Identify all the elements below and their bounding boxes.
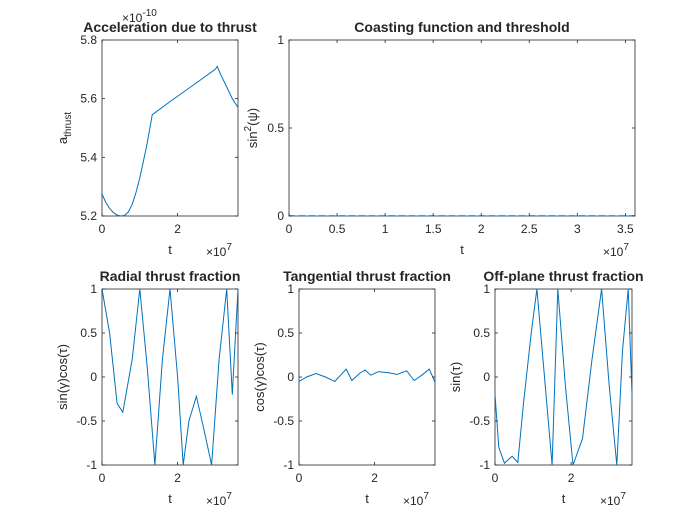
x-tick-label-p2: 3.5 bbox=[617, 222, 634, 236]
x-tick-label-p5: 2 bbox=[568, 471, 575, 485]
x-axis-label-p3: t bbox=[168, 491, 172, 506]
x-exponent-power-p2: 7 bbox=[623, 242, 629, 253]
y-axis-label-p4: cos(γ)cos(τ) bbox=[252, 342, 267, 411]
y-tick-label-p4: 0.5 bbox=[277, 326, 294, 340]
x-tick-label-p2: 0.5 bbox=[329, 222, 346, 236]
y-tick-label-p2: 0.5 bbox=[267, 121, 284, 135]
y-tick-label-p4: -1 bbox=[283, 458, 294, 472]
series-line-p4-0 bbox=[298, 368, 436, 383]
y-tick-label-p3: -1 bbox=[86, 458, 97, 472]
x-exponent-power-p5: 7 bbox=[620, 491, 626, 502]
y-tick-label-p5: -0.5 bbox=[469, 414, 490, 428]
chart-title-p2: Coasting function and threshold bbox=[354, 19, 569, 35]
y-tick-label-p5: -1 bbox=[479, 458, 490, 472]
x-tick-label-p1: 2 bbox=[174, 222, 181, 236]
y-tick-label-p1: 5.8 bbox=[80, 33, 97, 47]
x-tick-label-p1: 0 bbox=[99, 222, 106, 236]
x-axis-label-p4: t bbox=[365, 491, 369, 506]
y-axis-label-sub-p1: thrust bbox=[63, 112, 74, 137]
x-exponent-p2: ×107 bbox=[603, 242, 629, 259]
chart-title-p4: Tangential thrust fraction bbox=[283, 268, 451, 284]
x-axis-label-p5: t bbox=[562, 491, 566, 506]
plot-area-p4 bbox=[298, 288, 436, 466]
y-tick-label-p3: 1 bbox=[90, 282, 97, 296]
y-tick-label-p4: -0.5 bbox=[273, 414, 294, 428]
x-axis-label-p1: t bbox=[168, 242, 172, 257]
x-exponent-p3: ×107 bbox=[206, 491, 232, 508]
y-tick-label-p2: 0 bbox=[277, 209, 284, 223]
x-exponent-power-p1: 7 bbox=[226, 242, 232, 253]
series-line-p5-0 bbox=[494, 288, 633, 466]
x-exponent-p4: ×107 bbox=[403, 491, 429, 508]
y-tick-label-p1: 5.2 bbox=[80, 209, 97, 223]
y-axis-label-p2: sin2(ψ) bbox=[243, 108, 260, 148]
y-tick-label-p3: 0 bbox=[90, 370, 97, 384]
x-tick-label-p3: 0 bbox=[99, 471, 106, 485]
y-tick-label-p3: -0.5 bbox=[76, 414, 97, 428]
y-tick-label-p3: 0.5 bbox=[80, 326, 97, 340]
chart-title-p1: Acceleration due to thrust bbox=[83, 19, 257, 35]
plot-area-p5 bbox=[494, 288, 633, 466]
y-axis-label-p5: sin(τ) bbox=[448, 362, 463, 392]
x-tick-label-p2: 0 bbox=[286, 222, 293, 236]
x-tick-label-p2: 1 bbox=[382, 222, 389, 236]
x-tick-label-p2: 3 bbox=[574, 222, 581, 236]
plot-area-p2 bbox=[288, 39, 636, 217]
x-axis-label-p2: t bbox=[460, 242, 464, 257]
chart-title-p5: Off-plane thrust fraction bbox=[483, 268, 643, 284]
x-exponent-p1: ×107 bbox=[206, 242, 232, 259]
y-tick-label-p5: 0.5 bbox=[473, 326, 490, 340]
x-tick-label-p4: 2 bbox=[371, 471, 378, 485]
y-axis-label-p3: sin(γ)cos(τ) bbox=[55, 344, 70, 410]
x-exponent-power-p3: 7 bbox=[226, 491, 232, 502]
subplot-p2: 0 0.5 1 1.5 2 2.5 3 3.5 0 0.5 1 Coasting function a… bbox=[243, 19, 636, 259]
x-tick-label-p2: 2 bbox=[478, 222, 485, 236]
x-exponent-power-p4: 7 bbox=[423, 491, 429, 502]
x-exponent-p5: ×107 bbox=[600, 491, 626, 508]
x-tick-label-p2: 2.5 bbox=[521, 222, 538, 236]
y-axis-label-p1: athrust bbox=[55, 112, 74, 144]
y-axis-label-sup-p2: 2 bbox=[243, 125, 254, 131]
x-tick-label-p4: 0 bbox=[296, 471, 303, 485]
series-line-p1-0 bbox=[101, 65, 239, 217]
y-tick-label-p1: 5.4 bbox=[80, 150, 97, 164]
y-exponent-power-p1: -10 bbox=[142, 8, 157, 19]
chart-title-p3: Radial thrust fraction bbox=[100, 268, 241, 284]
y-tick-label-p4: 1 bbox=[287, 282, 294, 296]
y-tick-label-p1: 5.6 bbox=[80, 92, 97, 106]
x-tick-label-p2: 1.5 bbox=[425, 222, 442, 236]
y-tick-label-p4: 0 bbox=[287, 370, 294, 384]
y-axis-label-arg-p2: (ψ) bbox=[245, 108, 260, 126]
y-tick-label-p5: 0 bbox=[483, 370, 490, 384]
x-tick-label-p5: 0 bbox=[492, 471, 499, 485]
series-line-p3-0 bbox=[101, 288, 239, 466]
x-tick-label-p3: 2 bbox=[174, 471, 181, 485]
y-tick-label-p2: 1 bbox=[277, 33, 284, 47]
y-tick-label-p5: 1 bbox=[483, 282, 490, 296]
